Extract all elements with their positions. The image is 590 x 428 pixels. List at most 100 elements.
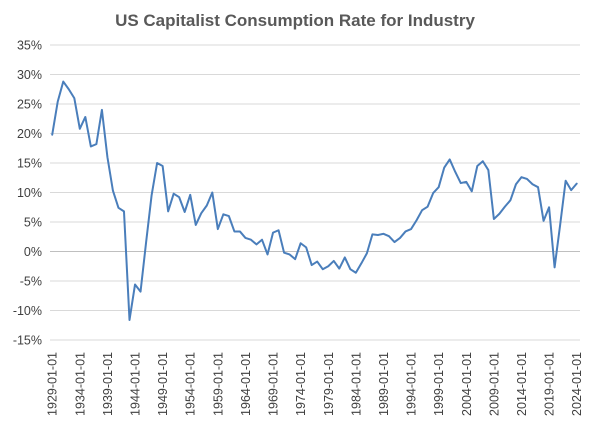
x-tick-label: 1994-01-01: [405, 352, 419, 416]
x-tick-label: 1974-01-01: [294, 352, 308, 416]
x-tick-label: 1979-01-01: [322, 352, 336, 416]
data-point: [310, 264, 312, 266]
y-tick-label: 10%: [17, 186, 42, 200]
data-point: [338, 267, 340, 269]
data-point: [305, 246, 307, 248]
data-point: [161, 165, 163, 167]
data-point: [559, 224, 561, 226]
data-point: [465, 181, 467, 183]
x-tick-label: 2009-01-01: [487, 352, 501, 416]
y-tick-label: 35%: [17, 39, 42, 53]
y-tick-label: 25%: [17, 98, 42, 112]
data-point: [233, 230, 235, 232]
data-point: [564, 180, 566, 182]
x-tick-label: 2004-01-01: [460, 352, 474, 416]
data-point: [526, 178, 528, 180]
data-point: [51, 133, 53, 135]
data-point: [382, 233, 384, 235]
x-tick-label: 1989-01-01: [377, 352, 391, 416]
data-point: [509, 199, 511, 201]
data-point: [228, 215, 230, 217]
data-point: [349, 268, 351, 270]
data-point: [250, 239, 252, 241]
data-point: [355, 272, 357, 274]
y-axis-tick-labels: 35% 30% 25% 20% 15% 10% 5% 0% -5% -10% -15%: [13, 39, 42, 348]
data-point: [112, 190, 114, 192]
data-point: [333, 260, 335, 262]
data-point: [498, 213, 500, 215]
data-point: [123, 210, 125, 212]
data-point: [266, 253, 268, 255]
data-point: [388, 235, 390, 237]
data-point: [493, 218, 495, 220]
data-point: [283, 251, 285, 253]
data-point: [261, 239, 263, 241]
data-point: [366, 252, 368, 254]
data-point: [454, 171, 456, 173]
data-point: [360, 262, 362, 264]
data-point: [415, 219, 417, 221]
y-tick-label: 20%: [17, 127, 42, 141]
chart-title: US Capitalist Consumption Rate for Indus…: [115, 11, 475, 30]
data-point: [95, 143, 97, 145]
data-point: [371, 233, 373, 235]
data-point: [421, 209, 423, 211]
x-tick-label: 2024-01-01: [570, 352, 584, 416]
data-point: [62, 80, 64, 82]
data-point: [189, 194, 191, 196]
data-point: [184, 211, 186, 213]
data-point: [128, 319, 130, 321]
data-point: [244, 237, 246, 239]
data-point: [542, 220, 544, 222]
data-point: [73, 97, 75, 99]
data-point: [404, 230, 406, 232]
data-point: [294, 258, 296, 260]
x-tick-label: 1929-01-01: [46, 352, 60, 416]
data-point: [156, 162, 158, 164]
x-tick-label: 1934-01-01: [73, 352, 87, 416]
y-tick-label: 15%: [17, 157, 42, 171]
data-point: [531, 183, 533, 185]
data-point: [432, 192, 434, 194]
data-point: [134, 283, 136, 285]
data-point: [399, 237, 401, 239]
data-point: [377, 234, 379, 236]
data-point: [101, 109, 103, 111]
data-point: [239, 230, 241, 232]
data-point: [476, 165, 478, 167]
data-point: [322, 268, 324, 270]
x-tick-label: 1959-01-01: [211, 352, 225, 416]
data-point: [537, 186, 539, 188]
data-point: [217, 228, 219, 230]
x-tick-label: 2019-01-01: [543, 352, 557, 416]
data-point: [106, 156, 108, 158]
data-point: [504, 205, 506, 207]
data-point: [515, 183, 517, 185]
data-point: [327, 265, 329, 267]
data-point: [222, 213, 224, 215]
data-point: [68, 88, 70, 90]
data-point: [553, 266, 555, 268]
data-point: [437, 186, 439, 188]
data-point: [272, 231, 274, 233]
x-tick-label: 1999-01-01: [432, 352, 446, 416]
data-point: [57, 100, 59, 102]
data-point: [344, 256, 346, 258]
x-tick-label: 1984-01-01: [349, 352, 363, 416]
data-point: [84, 116, 86, 118]
data-point: [167, 210, 169, 212]
y-tick-label: -10%: [13, 304, 42, 318]
data-point: [426, 205, 428, 207]
x-tick-label: 1964-01-01: [239, 352, 253, 416]
data-point: [487, 169, 489, 171]
data-point: [277, 229, 279, 231]
data-point: [200, 212, 202, 214]
data-point: [117, 207, 119, 209]
y-tick-label: -5%: [20, 275, 42, 289]
data-point: [570, 189, 572, 191]
y-tick-label: -15%: [13, 334, 42, 348]
data-point: [471, 190, 473, 192]
data-point: [288, 253, 290, 255]
